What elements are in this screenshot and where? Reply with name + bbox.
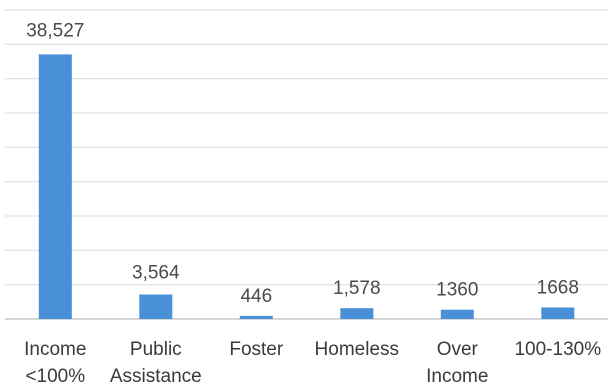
category-label-0-line-0: Income xyxy=(24,339,86,360)
data-label-0: 38,527 xyxy=(26,20,84,41)
category-label-4-line-1: Income xyxy=(426,366,488,387)
category-label-0-line-1: <100% xyxy=(25,366,85,387)
category-labels: Income <100% Public Assistance Foster Homeles… xyxy=(24,339,601,387)
bar-1 xyxy=(139,294,173,319)
bar-5 xyxy=(541,307,575,319)
data-labels: 38,527 3,564 446 1,578 1360 1668 xyxy=(26,20,579,307)
bar-3 xyxy=(340,308,374,319)
category-label-5-line-0: 100-130% xyxy=(514,339,601,360)
category-label-2-line-0: Foster xyxy=(229,339,284,360)
category-label-4-line-0: Over xyxy=(437,339,479,360)
bar-4 xyxy=(440,309,474,319)
bar-2 xyxy=(239,315,273,319)
category-label-3-line-0: Homeless xyxy=(315,339,399,360)
category-label-1-line-0: Public xyxy=(130,339,182,360)
bar-0 xyxy=(38,54,72,320)
data-label-1: 3,564 xyxy=(132,263,180,284)
data-label-3: 1,578 xyxy=(333,278,381,299)
data-label-5: 1668 xyxy=(537,278,579,299)
bars xyxy=(38,54,575,320)
data-label-2: 446 xyxy=(240,286,272,307)
gridlines xyxy=(5,9,608,320)
data-label-4: 1360 xyxy=(436,280,478,301)
category-label-1-line-1: Assistance xyxy=(110,366,202,387)
